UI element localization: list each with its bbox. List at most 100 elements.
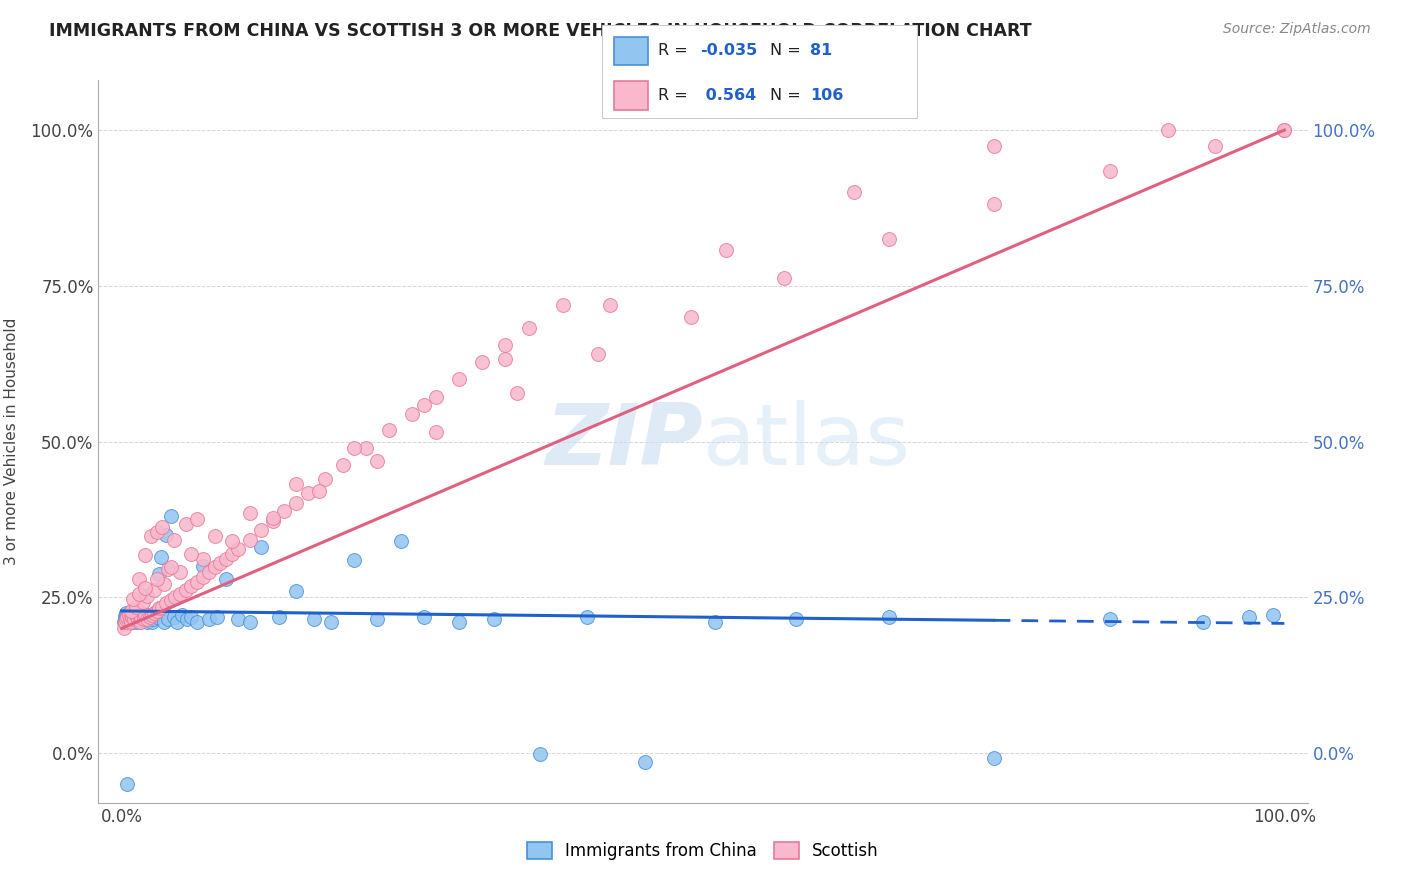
Point: [115, 612, 138, 626]
Point: [150, 520, 173, 534]
Point: [703, 615, 725, 630]
Point: [122, 606, 145, 620]
Point: [285, 584, 308, 599]
Point: [343, 553, 366, 567]
Point: [125, 615, 148, 630]
Point: [143, 606, 166, 620]
Point: [332, 458, 354, 473]
Text: ZIP: ZIP: [546, 400, 703, 483]
Point: [124, 599, 146, 614]
Point: [174, 582, 197, 597]
Point: [1098, 163, 1121, 178]
Point: [1192, 615, 1215, 630]
Point: [136, 589, 159, 603]
Point: [141, 607, 163, 622]
Point: [180, 547, 202, 561]
Point: [716, 243, 738, 257]
Point: [148, 566, 170, 581]
Point: [314, 472, 336, 486]
Point: [124, 612, 146, 626]
Point: [112, 621, 135, 635]
Point: [262, 514, 284, 528]
Point: [159, 560, 181, 574]
Point: [134, 548, 156, 562]
Point: [529, 747, 551, 762]
Point: [138, 612, 160, 626]
Point: [155, 528, 177, 542]
Point: [118, 612, 141, 626]
Point: [124, 607, 146, 622]
Point: [121, 610, 143, 624]
Point: [239, 533, 262, 547]
Point: [250, 523, 273, 537]
Point: [285, 495, 308, 509]
Point: [1272, 123, 1295, 137]
Point: [143, 582, 166, 597]
Point: [180, 610, 202, 624]
Point: [118, 610, 141, 624]
Point: [267, 610, 290, 624]
Point: [115, 610, 138, 624]
Point: [204, 560, 226, 574]
Point: [186, 512, 208, 526]
Point: [143, 607, 166, 622]
Point: [176, 612, 198, 626]
Point: [134, 607, 156, 622]
Text: 81: 81: [810, 44, 832, 58]
Point: [122, 610, 145, 624]
Point: [121, 607, 143, 622]
Point: [226, 612, 249, 626]
Point: [319, 615, 342, 630]
Text: Source: ZipAtlas.com: Source: ZipAtlas.com: [1223, 22, 1371, 37]
Point: [118, 616, 141, 631]
Point: [169, 587, 191, 601]
Point: [174, 516, 197, 531]
Point: [163, 610, 186, 624]
Point: [129, 615, 152, 630]
Point: [389, 534, 412, 549]
Point: [204, 529, 226, 543]
Point: [128, 607, 150, 622]
Point: [124, 614, 146, 628]
Point: [221, 547, 243, 561]
Point: [221, 534, 243, 549]
Point: [117, 614, 139, 628]
Point: [131, 610, 153, 624]
Point: [118, 607, 141, 622]
Point: [413, 610, 436, 624]
Point: [125, 610, 148, 624]
Point: [120, 604, 142, 618]
Point: [172, 607, 194, 622]
Text: R =: R =: [658, 44, 693, 58]
Point: [157, 562, 180, 576]
Point: [148, 601, 170, 615]
Point: [205, 610, 228, 624]
Point: [159, 509, 181, 524]
Text: N =: N =: [770, 88, 807, 103]
Text: 106: 106: [810, 88, 844, 103]
Point: [1239, 610, 1261, 624]
Point: [131, 595, 153, 609]
Point: [186, 615, 208, 630]
Point: [115, 606, 138, 620]
Point: [482, 612, 505, 626]
Point: [150, 549, 173, 564]
Point: [366, 454, 388, 468]
Text: 0.564: 0.564: [700, 88, 756, 103]
Point: [124, 610, 146, 624]
Point: [599, 297, 621, 311]
Point: [120, 615, 142, 630]
Point: [114, 615, 136, 630]
Point: [132, 607, 155, 622]
Point: [401, 407, 423, 421]
Point: [198, 612, 221, 626]
Point: [471, 355, 494, 369]
Point: [553, 297, 575, 311]
Point: [844, 186, 866, 200]
Point: [1098, 612, 1121, 626]
Point: [343, 441, 366, 455]
Point: [127, 610, 149, 624]
Point: [447, 615, 470, 630]
Text: N =: N =: [770, 44, 807, 58]
Point: [226, 541, 249, 556]
